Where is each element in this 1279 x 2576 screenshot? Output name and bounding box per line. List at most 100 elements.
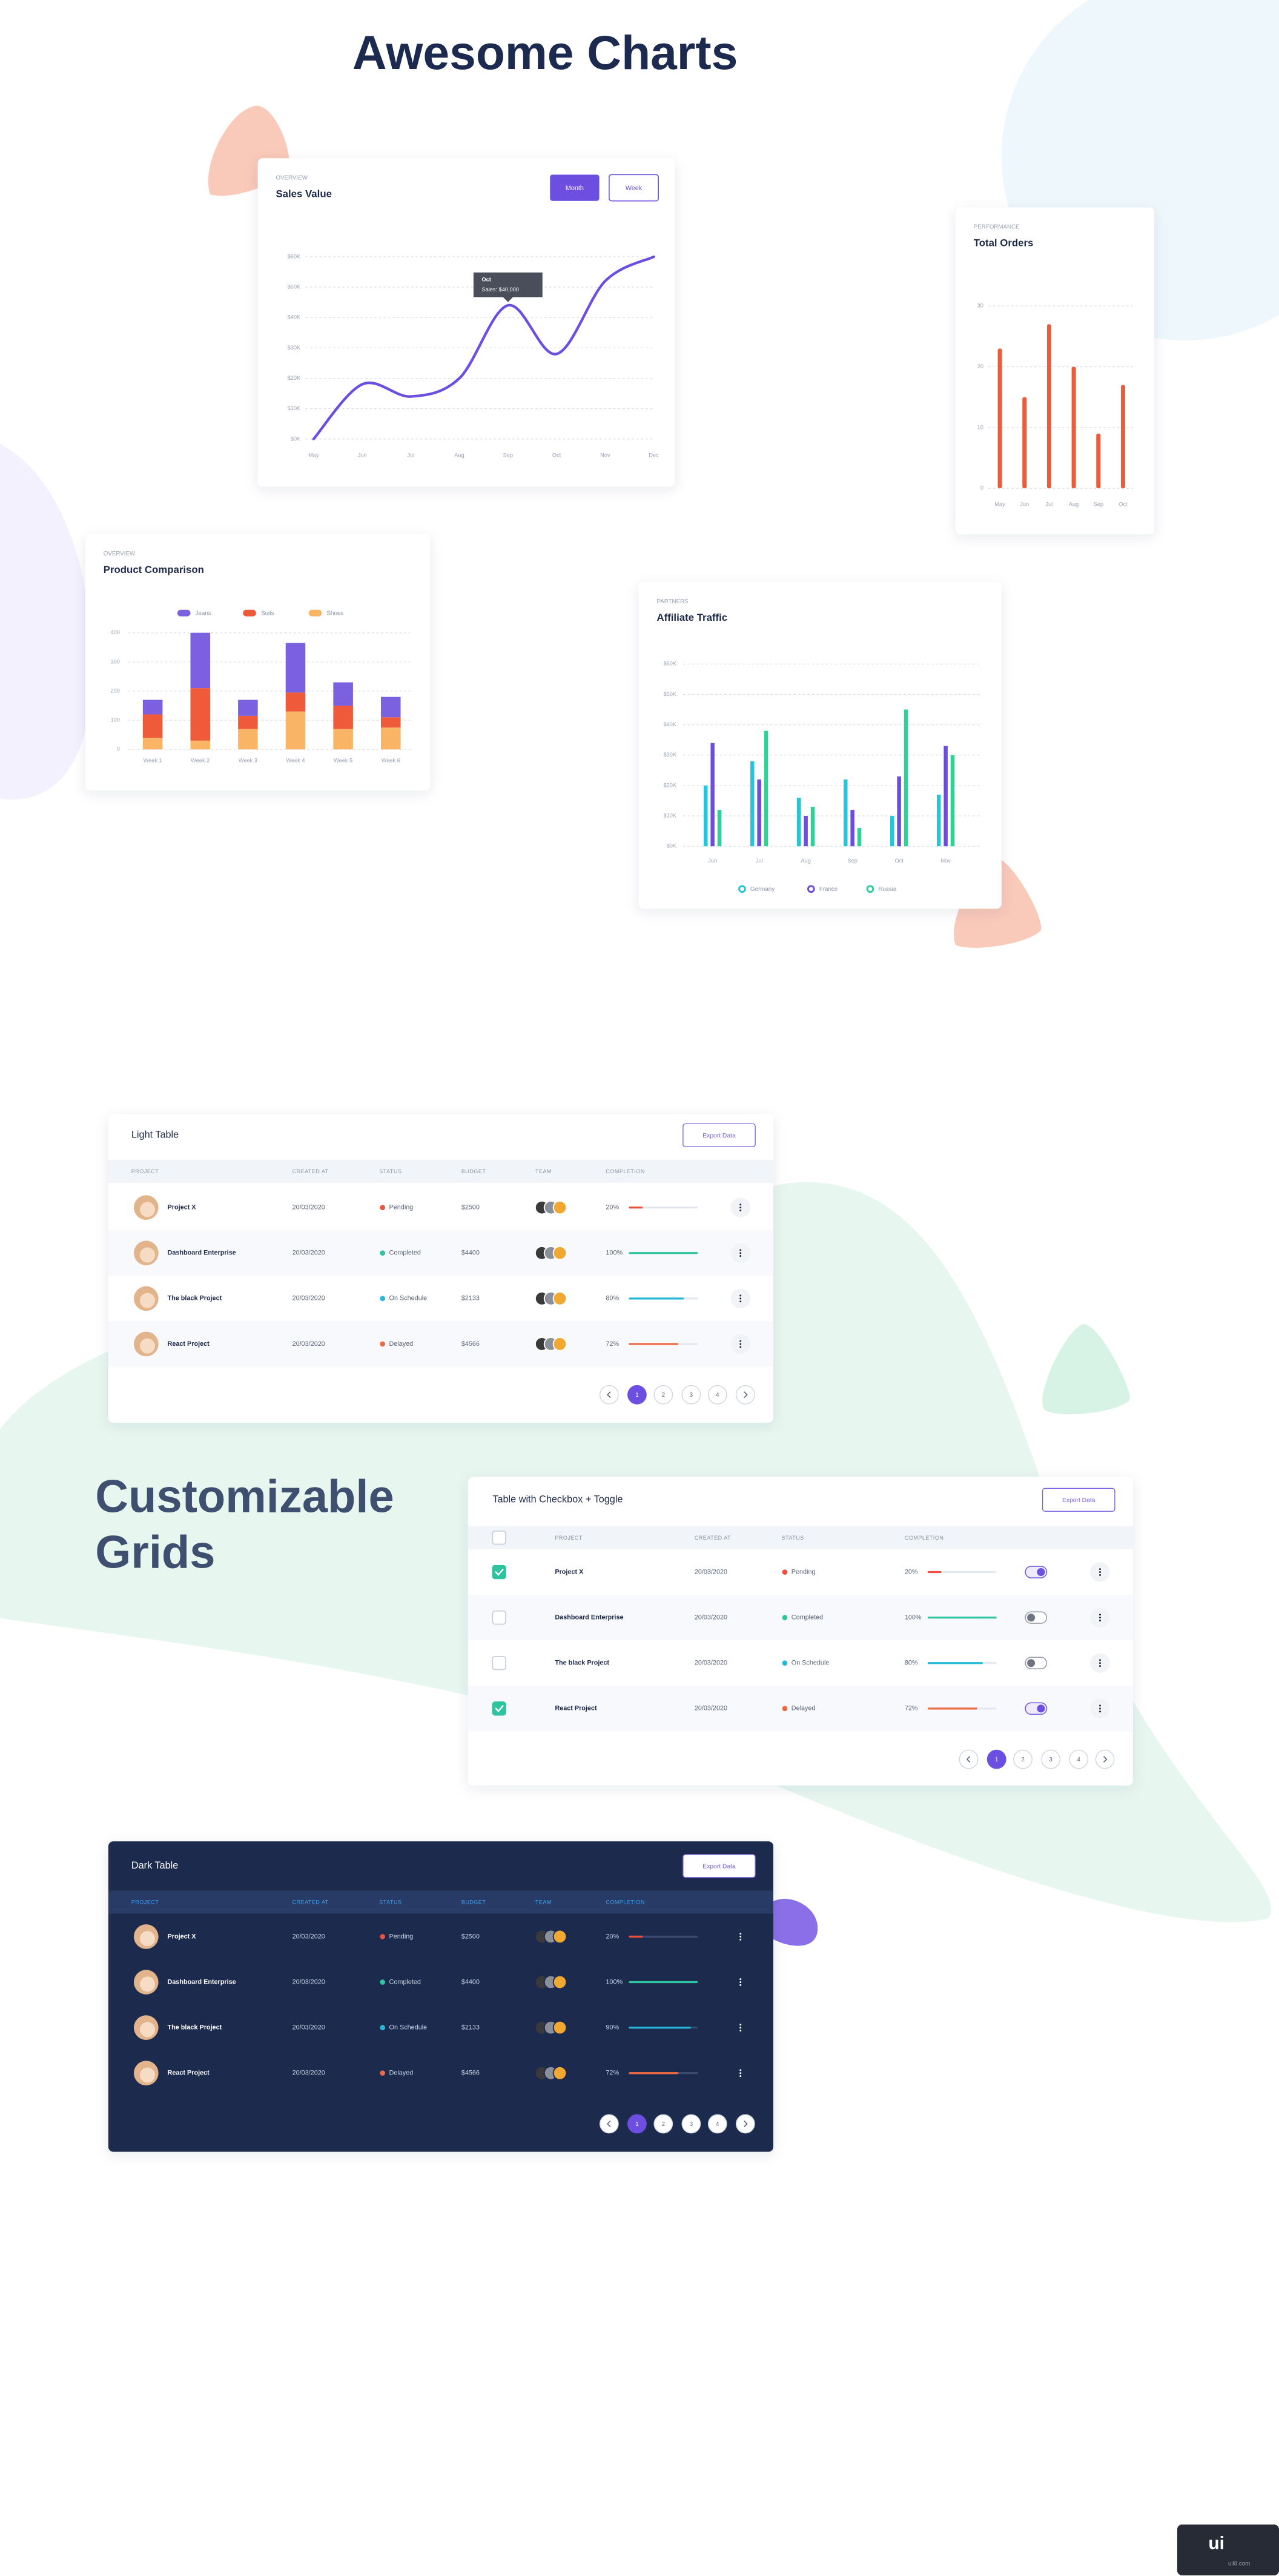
page-button[interactable]: [653, 1385, 673, 1405]
page-button[interactable]: [1069, 1749, 1089, 1769]
row-menu-dot: [739, 1984, 742, 1986]
project-name: Dashboard Enterprise: [555, 1614, 623, 1621]
completion-label: 100%: [606, 1250, 623, 1257]
row-menu-dot: [739, 1300, 742, 1303]
bar: [904, 709, 908, 847]
row-menu-dot: [739, 2075, 742, 2078]
chart-title: Sales Value: [276, 188, 331, 199]
button[interactable]: [609, 174, 659, 202]
completion-label: 80%: [606, 1295, 619, 1302]
legend-label: Shoes: [327, 611, 344, 617]
x-tick-label: May: [308, 452, 319, 458]
toggle-knob: [1037, 1704, 1045, 1713]
x-tick-label: Oct: [1119, 502, 1128, 508]
completion-label: 100%: [606, 1978, 623, 1985]
column-header: STATUS: [379, 1168, 402, 1174]
avatar-face: [139, 2067, 155, 2083]
bar: [1022, 397, 1027, 489]
checkbox[interactable]: [492, 1701, 506, 1716]
page-button[interactable]: [1041, 1749, 1061, 1769]
bar-segment: [142, 737, 163, 750]
y-tick-label: 30: [977, 303, 983, 309]
progress-track: [629, 1207, 698, 1209]
budget: $2500: [461, 1933, 480, 1940]
chevron-left: [606, 2121, 611, 2127]
page-button[interactable]: [653, 2114, 673, 2134]
completion-label: 72%: [606, 1340, 619, 1348]
x-tick-label: Jul: [756, 858, 763, 864]
avatar-face: [139, 1338, 155, 1354]
page-button[interactable]: [599, 2114, 619, 2134]
created-at: 20/03/2020: [292, 2024, 325, 2031]
bar-segment: [333, 682, 353, 706]
checkbox[interactable]: [492, 1530, 506, 1545]
legend-swatch: [177, 609, 191, 617]
row-menu-dot: [739, 1981, 742, 1984]
page-button[interactable]: [736, 2114, 755, 2134]
checkbox[interactable]: [492, 1656, 506, 1670]
progress-track: [629, 1935, 698, 1938]
page-button[interactable]: [987, 1749, 1006, 1769]
page-button[interactable]: [736, 1385, 755, 1405]
triangle-mint: [1042, 1324, 1130, 1414]
page-button[interactable]: [627, 1385, 647, 1405]
column-header: CREATED AT: [292, 1168, 329, 1174]
export-button[interactable]: [682, 1854, 756, 1878]
table-header: [468, 1526, 1133, 1549]
page-button[interactable]: [707, 1385, 727, 1405]
progress-bar: [927, 1662, 983, 1664]
page-button[interactable]: [627, 2114, 647, 2134]
bar-segment: [190, 632, 211, 689]
export-button[interactable]: [1042, 1488, 1115, 1512]
y-tick-label: $50K: [288, 283, 301, 290]
bar: [897, 776, 901, 847]
created-at: 20/03/2020: [695, 1660, 727, 1667]
bar: [1120, 385, 1125, 489]
created-at: 20/03/2020: [292, 2070, 325, 2077]
row-menu-dot: [739, 1935, 742, 1938]
page-number: 2: [662, 2121, 665, 2128]
row-menu-dot: [739, 2069, 742, 2071]
x-tick-label: Oct: [894, 858, 904, 864]
budget: $2500: [461, 1204, 480, 1211]
row-menu-dot: [739, 1343, 742, 1345]
column-header: COMPLETION: [606, 1168, 645, 1174]
page-button[interactable]: [959, 1749, 979, 1769]
bar-segment: [190, 740, 211, 750]
tooltip-text: Sales: $40,000: [481, 286, 518, 293]
page-button[interactable]: [1095, 1749, 1115, 1769]
checkbox[interactable]: [492, 1564, 506, 1580]
column-header: TEAM: [535, 1899, 552, 1906]
export-button-label: Export Data: [702, 1133, 736, 1139]
page-number: 2: [662, 1392, 665, 1399]
completion-label: 20%: [606, 1204, 619, 1211]
y-tick-label: $10K: [288, 405, 301, 411]
checkbox[interactable]: [492, 1610, 506, 1625]
created-at: 20/03/2020: [695, 1568, 727, 1575]
page-button[interactable]: [681, 1385, 701, 1405]
team-avatar: [552, 1245, 567, 1260]
row-menu-dot: [739, 1297, 742, 1300]
export-button[interactable]: [682, 1123, 756, 1148]
x-tick-label: Week 4: [286, 758, 305, 764]
button-active[interactable]: [550, 174, 600, 201]
column-header: STATUS: [782, 1535, 804, 1541]
y-tick-label: $20K: [288, 375, 301, 381]
watermark-box: [1177, 2525, 1279, 2576]
page-number: 3: [690, 1392, 693, 1399]
y-tick-label: 400: [111, 629, 120, 635]
card: [257, 158, 675, 487]
avatar-face: [139, 1293, 155, 1308]
y-tick-label: $0K: [667, 843, 677, 849]
page-button[interactable]: [681, 2114, 701, 2134]
bar: [997, 348, 1002, 489]
bar: [1046, 324, 1051, 489]
team-avatar: [552, 1337, 567, 1351]
chart-subtitle: PARTNERS: [656, 598, 689, 605]
page-button[interactable]: [599, 1385, 619, 1405]
progress-bar: [629, 1981, 698, 1984]
page-button[interactable]: [707, 2114, 727, 2134]
x-tick-label: Oct: [552, 452, 561, 458]
y-tick-label: $50K: [664, 691, 677, 697]
page-button[interactable]: [1013, 1749, 1033, 1769]
